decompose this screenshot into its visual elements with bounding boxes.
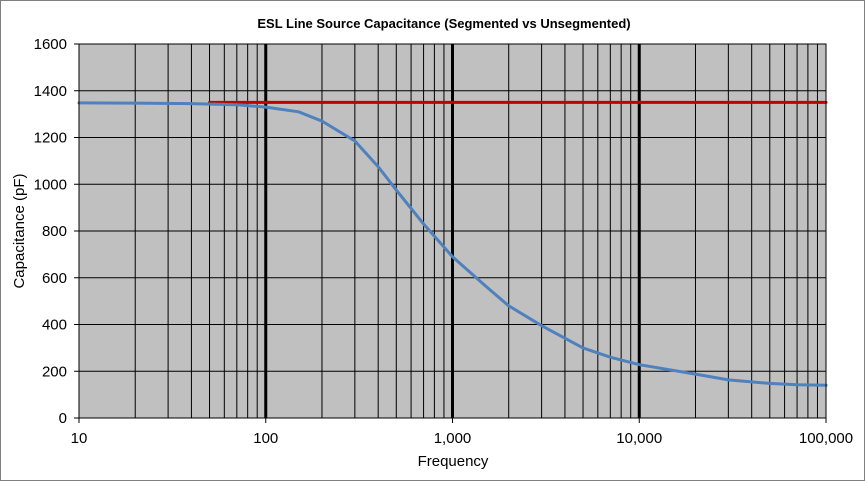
- x-tick-label: 100: [253, 430, 278, 447]
- y-tick-label: 1000: [34, 176, 67, 193]
- y-axis-title: Capacitance (pF): [11, 173, 28, 288]
- y-tick-label: 1400: [34, 83, 67, 100]
- series-line-blue: [77, 101, 828, 387]
- x-tick-label: 1,000: [434, 430, 472, 447]
- y-tick-label: 1200: [34, 130, 67, 147]
- y-tick-label: 0: [59, 410, 67, 427]
- y-tick-label: 1600: [34, 36, 67, 53]
- tick-layer: 0 200 400 600 800 1000 1200 1400 1600 10 100 1,000 1…: [34, 36, 853, 447]
- y-tick-label: 200: [42, 363, 67, 380]
- x-tick-label: 100,000: [799, 430, 853, 447]
- chart-title: ESL Line Source Capacitance (Segmented v…: [257, 16, 630, 31]
- x-tick-label: 10: [71, 430, 88, 447]
- x-tick-label: 10,000: [616, 430, 662, 447]
- y-tick-label: 400: [42, 317, 67, 334]
- y-tick-label: 800: [42, 223, 67, 240]
- series-layer: [77, 100, 828, 387]
- y-tick-label: 600: [42, 270, 67, 287]
- x-axis-title: Frequency: [418, 453, 489, 470]
